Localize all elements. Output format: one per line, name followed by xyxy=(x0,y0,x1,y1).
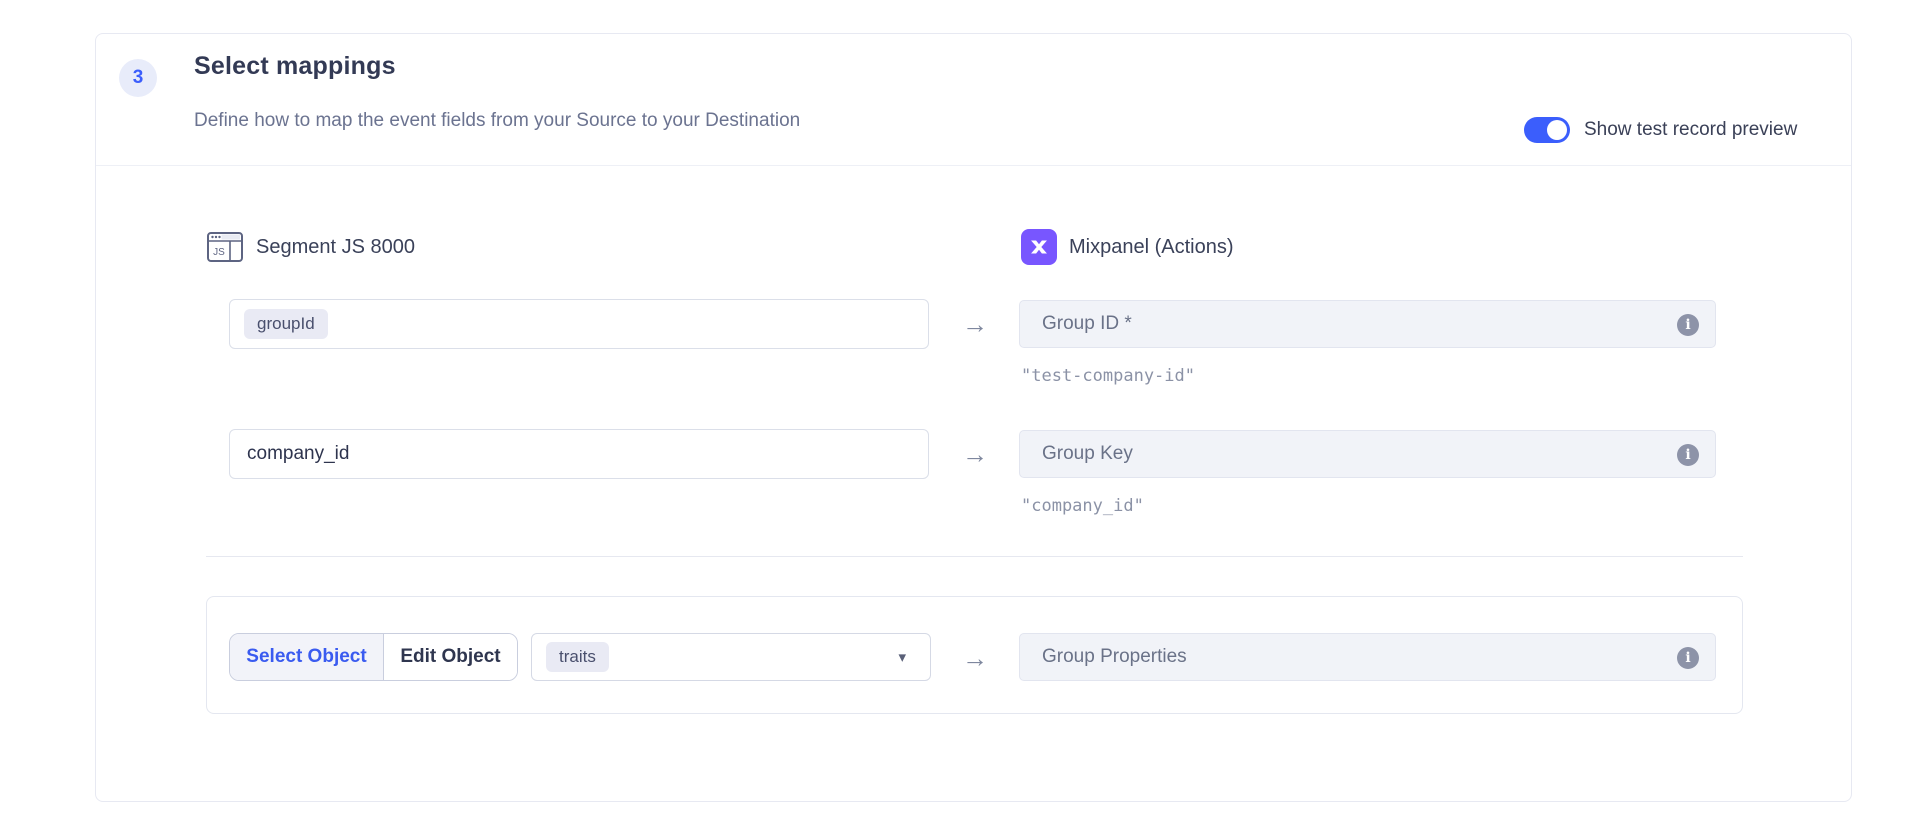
edit-object-button[interactable]: Edit Object xyxy=(384,634,517,680)
page-title: Select mappings xyxy=(194,52,396,80)
arrow-right-icon: → xyxy=(962,643,988,673)
step-number-badge: 3 xyxy=(119,59,157,97)
test-preview-value: "test-company-id" xyxy=(1021,366,1195,386)
chevron-down-icon: ▾ xyxy=(898,649,906,666)
source-field-token[interactable]: groupId xyxy=(244,309,328,339)
card-header: 3 Select mappings Define how to map the … xyxy=(96,34,1851,166)
destination-name: Mixpanel (Actions) xyxy=(1069,236,1234,258)
source-field-value: company_id xyxy=(247,443,350,464)
show-test-record-toggle[interactable] xyxy=(1524,117,1570,143)
page-subtitle: Define how to map the event fields from … xyxy=(194,110,801,131)
source-field-input-group-key[interactable]: company_id xyxy=(229,429,929,479)
object-mode-button-group: Select Object Edit Object xyxy=(229,633,518,681)
destination-field-group-key: Group Key i xyxy=(1019,430,1716,478)
toggle-label: Show test record preview xyxy=(1584,119,1798,140)
source-browser-js-icon: JS xyxy=(207,232,243,262)
dropdown-selected-token: traits xyxy=(546,642,609,672)
source-field-input-group-id[interactable]: groupId xyxy=(229,299,929,349)
object-source-dropdown[interactable]: traits ▾ xyxy=(531,633,931,681)
test-preview-value: "company_id" xyxy=(1021,496,1144,516)
destination-field-group-id: Group ID * i xyxy=(1019,300,1716,348)
destination-field-label: Group Key xyxy=(1042,443,1133,464)
info-icon[interactable]: i xyxy=(1677,647,1699,669)
section-divider xyxy=(206,556,1743,557)
arrow-right-icon: → xyxy=(962,439,988,469)
mixpanel-icon xyxy=(1021,229,1057,265)
destination-field-label: Group Properties xyxy=(1042,646,1187,667)
info-icon[interactable]: i xyxy=(1677,444,1699,466)
destination-field-group-properties: Group Properties i xyxy=(1019,633,1716,681)
arrow-right-icon: → xyxy=(962,309,988,339)
toggle-knob xyxy=(1547,120,1567,140)
destination-field-label: Group ID * xyxy=(1042,313,1132,334)
info-icon[interactable]: i xyxy=(1677,314,1699,336)
source-name: Segment JS 8000 xyxy=(256,236,415,258)
select-mappings-card: 3 Select mappings Define how to map the … xyxy=(95,33,1852,802)
svg-text:JS: JS xyxy=(213,247,225,258)
select-object-button[interactable]: Select Object xyxy=(230,634,384,680)
